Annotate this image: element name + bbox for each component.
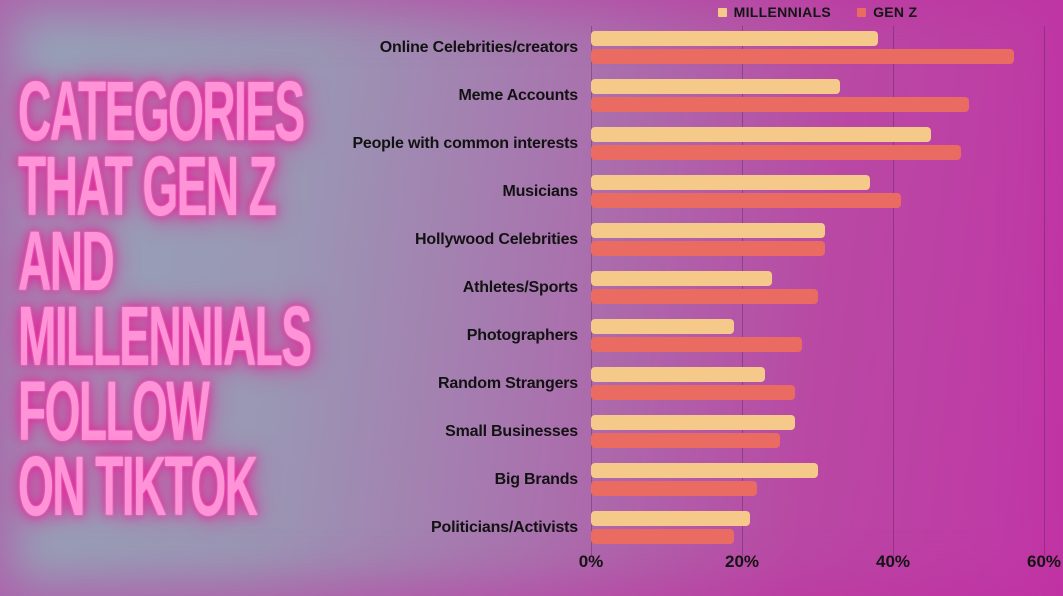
legend-item-millennials: MILLENNIALS: [717, 4, 832, 20]
x-tick-40: 40%: [875, 552, 911, 571]
gridline-40: [893, 26, 894, 556]
genz-bar: [591, 49, 1014, 64]
genz-bar: [591, 529, 735, 544]
bar-group: [591, 220, 1044, 268]
bar-group: [591, 76, 1044, 124]
millennials-bar: [591, 367, 765, 382]
x-tick-20: 20%: [724, 552, 760, 571]
millennials-bar: [591, 271, 773, 286]
category-label: Musicians: [502, 183, 578, 200]
millennials-bar: [591, 319, 735, 334]
chart-row: Athletes/Sports: [0, 268, 1045, 316]
x-tick-0: 0%: [578, 552, 604, 571]
category-label: People with common interests: [352, 135, 578, 152]
chart-row: Hollywood Celebrities: [0, 220, 1045, 268]
chart-row: Small Businesses: [0, 412, 1045, 460]
chart-legend: MILLENNIALS GEN Z: [591, 1, 1044, 23]
genz-swatch-icon: [857, 7, 867, 17]
genz-bar: [591, 433, 780, 448]
category-label: Online Celebrities/creators: [379, 39, 578, 56]
bar-group: [591, 412, 1044, 460]
millennials-bar: [591, 415, 795, 430]
x-axis: 0% 20% 40% 60%: [579, 552, 1061, 578]
legend-item-genz: GEN Z: [857, 4, 917, 20]
page-title: CATEGORIES THAT GEN Z AND MILLENNIALS FO…: [18, 64, 550, 533]
chart-row: Meme Accounts: [0, 76, 1045, 124]
millennials-bar: [591, 127, 931, 142]
chart-row: Politicians/Activists: [0, 508, 1045, 556]
genz-bar: [591, 97, 969, 112]
chart-row: People with common interests: [0, 124, 1045, 172]
millennials-bar: [591, 175, 871, 190]
category-label: Athletes/Sports: [462, 279, 578, 296]
category-label: Hollywood Celebrities: [415, 231, 578, 248]
title-line-5: FOLLOW: [18, 364, 210, 458]
legend-label-millennials: MILLENNIALS: [733, 4, 832, 20]
millennials-bar: [591, 463, 818, 478]
gridline-60: [1044, 26, 1045, 556]
chart-row: Random Strangers: [0, 364, 1045, 412]
chart-row: Musicians: [0, 172, 1045, 220]
millennials-bar: [591, 31, 878, 46]
title-line-2: THAT GEN Z: [18, 139, 277, 233]
category-label: Small Businesses: [445, 423, 578, 440]
genz-bar: [591, 481, 758, 496]
millennials-swatch-icon: [717, 7, 727, 17]
title-line-6: ON TIKTOK: [18, 439, 258, 533]
chart-row: Photographers: [0, 316, 1045, 364]
millennials-bar: [591, 511, 750, 526]
category-label: Meme Accounts: [458, 87, 578, 104]
title-line-3: AND: [18, 214, 115, 308]
genz-bar: [591, 289, 818, 304]
chart-row: Big Brands: [0, 460, 1045, 508]
chart-row: Online Celebrities/creators: [0, 28, 1045, 76]
legend-label-genz: GEN Z: [873, 4, 918, 20]
genz-bar: [591, 145, 961, 160]
bar-group: [591, 364, 1044, 412]
category-label: Photographers: [466, 327, 578, 344]
title-line-4: MILLENNIALS: [18, 289, 312, 383]
category-label: Random Strangers: [438, 375, 578, 392]
chart-rows: Online Celebrities/creators Meme Accounts…: [0, 28, 1045, 556]
genz-bar: [591, 337, 803, 352]
bar-group: [591, 268, 1044, 316]
title-line-1: CATEGORIES: [18, 64, 305, 158]
bar-group: [591, 28, 1044, 76]
bar-group: [591, 460, 1044, 508]
bar-group: [591, 508, 1044, 556]
millennials-bar: [591, 79, 841, 94]
millennials-bar: [591, 223, 826, 238]
x-tick-60: 60%: [1026, 552, 1062, 571]
category-label: Big Brands: [494, 471, 579, 488]
bar-group: [591, 172, 1044, 220]
category-label: Politicians/Activists: [431, 519, 578, 536]
genz-bar: [591, 385, 795, 400]
bar-group: [591, 124, 1044, 172]
bar-group: [591, 316, 1044, 364]
genz-bar: [591, 241, 826, 256]
genz-bar: [591, 193, 901, 208]
